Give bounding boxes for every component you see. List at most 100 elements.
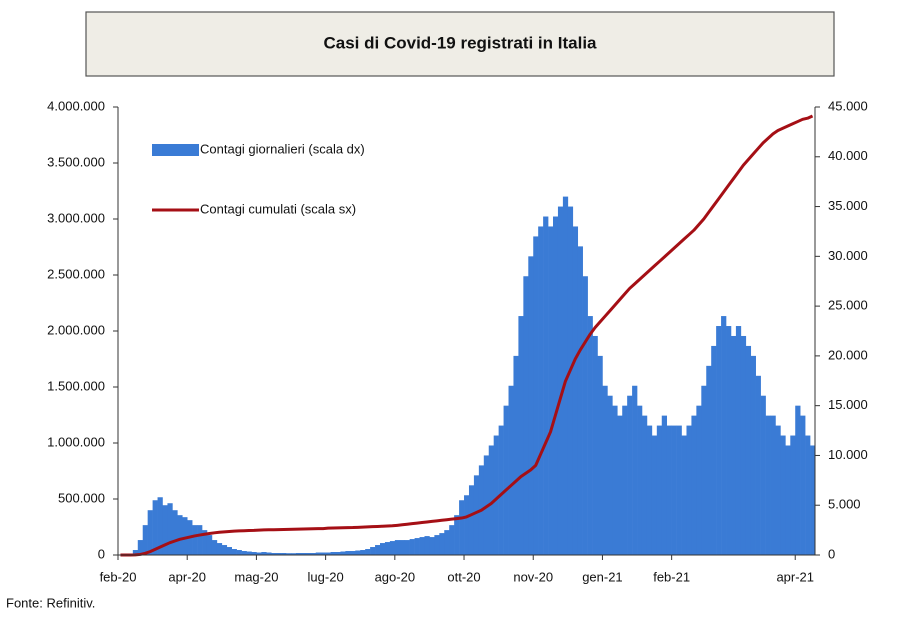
x-tick-label: feb-20: [100, 569, 137, 584]
bar: [503, 405, 509, 555]
bar: [543, 216, 549, 555]
bar: [780, 435, 786, 555]
y2-tick-label: 30.000: [828, 248, 868, 263]
bar: [706, 365, 712, 555]
bar: [735, 326, 742, 555]
y-tick-label: 3.500.000: [47, 154, 105, 169]
bar: [562, 196, 569, 555]
bar: [454, 515, 460, 555]
x-tick-label: apr-20: [168, 569, 206, 584]
bar: [226, 547, 232, 555]
bar: [162, 505, 168, 555]
source: Fonte: Refinitiv.: [6, 595, 95, 610]
bar: [553, 216, 559, 555]
y-tick-label: 1.000.000: [47, 434, 105, 449]
bar: [206, 535, 213, 555]
bar: [730, 335, 737, 555]
bar: [617, 415, 623, 555]
bar: [750, 355, 756, 555]
bar: [315, 552, 321, 555]
bar: [236, 550, 242, 555]
bar: [518, 316, 524, 555]
bar: [691, 415, 697, 555]
bar: [221, 545, 228, 555]
legend-swatch: [152, 144, 199, 156]
bar: [310, 553, 317, 555]
bar: [770, 415, 776, 555]
bar: [464, 495, 470, 555]
bar: [419, 537, 425, 555]
bar: [320, 552, 326, 555]
y2-tick-label: 40.000: [828, 148, 868, 163]
bar: [300, 553, 307, 555]
bar: [291, 553, 297, 555]
bar: [641, 415, 648, 555]
y2-tick-label: 10.000: [828, 447, 868, 462]
bar: [637, 405, 643, 555]
bar: [375, 545, 381, 555]
bar: [266, 552, 272, 555]
bar: [701, 385, 707, 555]
bar: [508, 385, 514, 555]
bar: [325, 552, 331, 555]
x-tick-label: mag-20: [234, 569, 278, 584]
bar: [379, 543, 386, 555]
bar: [587, 316, 593, 555]
x-tick-label: nov-20: [513, 569, 553, 584]
bar: [211, 540, 218, 555]
bar: [182, 517, 188, 555]
bar: [676, 425, 682, 555]
bar: [557, 206, 564, 556]
legend-label: Contagi cumulati (scala sx): [200, 201, 356, 216]
bar: [152, 500, 158, 555]
bar: [651, 435, 658, 555]
bar: [711, 345, 717, 555]
bar: [172, 510, 178, 555]
bar: [197, 525, 203, 555]
bar: [429, 537, 435, 555]
bar: [330, 552, 336, 555]
x-tick-label: lug-20: [308, 569, 344, 584]
y2-tick-label: 25.000: [828, 298, 868, 313]
title-box: [85, 11, 835, 77]
bar: [538, 226, 544, 555]
bar: [567, 206, 574, 556]
bar: [142, 525, 148, 555]
bar: [355, 550, 361, 555]
bar: [513, 355, 519, 555]
bar: [721, 316, 727, 555]
bar: [582, 276, 588, 555]
bar: [444, 530, 450, 555]
bar: [216, 543, 223, 555]
bar: [726, 326, 732, 555]
bar: [370, 547, 376, 555]
bar: [177, 515, 183, 555]
bar: [760, 395, 766, 555]
y-tick-label: 2.500.000: [47, 266, 105, 281]
bar: [577, 246, 583, 555]
bar: [404, 540, 410, 555]
bar: [439, 533, 445, 555]
y2-tick-label: 5.000: [828, 497, 861, 512]
bar: [681, 435, 687, 555]
bar: [533, 236, 539, 555]
y-tick-label: 2.000.000: [47, 322, 105, 337]
bar: [716, 326, 722, 555]
y2-tick-label: 45.000: [828, 98, 868, 113]
bar: [597, 355, 603, 555]
y-tick-label: 500.000: [58, 490, 105, 505]
x-tick-label: feb-21: [653, 569, 690, 584]
bar: [295, 553, 302, 555]
bar: [261, 552, 267, 555]
bar: [612, 405, 618, 555]
bar: [241, 551, 247, 555]
bar: [350, 551, 356, 555]
bar: [810, 445, 816, 555]
bar: [192, 525, 198, 555]
bar: [607, 395, 613, 555]
bar: [528, 256, 534, 555]
bar: [473, 475, 480, 555]
y-tick-label: 3.000.000: [47, 210, 105, 225]
y-tick-label: 4.000.000: [47, 98, 105, 113]
x-tick-label: gen-21: [582, 569, 622, 584]
